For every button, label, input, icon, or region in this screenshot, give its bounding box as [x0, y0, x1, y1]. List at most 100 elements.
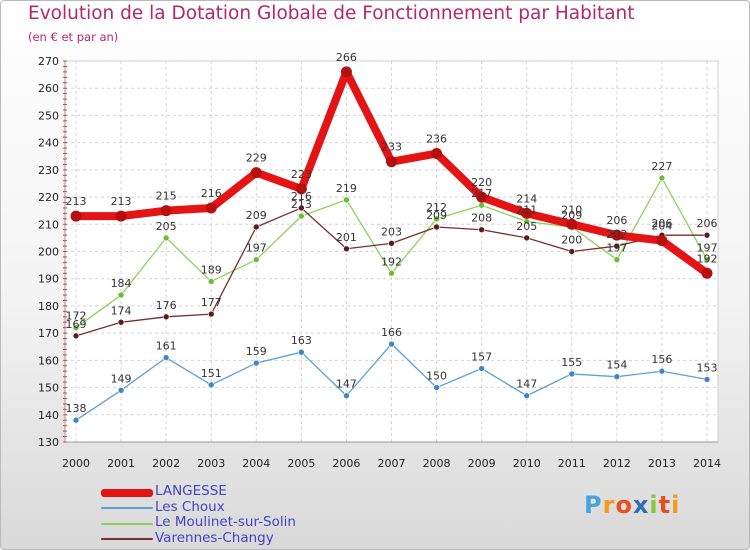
data-label-langesse: 215 — [156, 190, 177, 203]
x-tick-label: 2008 — [423, 457, 451, 470]
data-label-les-choux: 157 — [471, 351, 492, 364]
data-point-le-moulinet-sur-solin — [703, 256, 711, 263]
data-point-langesse — [431, 148, 443, 160]
y-tick-label: 140 — [38, 409, 59, 422]
data-point-les-choux — [162, 354, 170, 361]
x-tick-label: 2011 — [558, 457, 586, 470]
data-label-le-moulinet-sur-solin: 219 — [336, 182, 357, 195]
y-tick-label: 210 — [38, 218, 59, 231]
data-label-varennes-changy: 174 — [111, 304, 132, 317]
y-tick-label: 200 — [38, 246, 59, 259]
data-label-le-moulinet-sur-solin: 189 — [201, 263, 222, 276]
data-point-langesse — [656, 235, 668, 247]
x-tick-label: 2009 — [468, 457, 496, 470]
x-tick-label: 2012 — [603, 457, 631, 470]
data-label-les-choux: 138 — [66, 402, 87, 415]
data-point-les-choux — [343, 392, 350, 400]
data-point-langesse — [205, 202, 217, 214]
y-tick-label: 240 — [38, 137, 59, 150]
legend-label: Varennes-Changy — [155, 529, 274, 546]
legend-swatch — [101, 488, 153, 497]
x-tick-label: 2010 — [513, 457, 541, 470]
data-label-langesse: 213 — [66, 195, 87, 208]
data-point-les-choux — [568, 370, 576, 378]
data-point-les-choux — [252, 359, 260, 367]
data-point-langesse — [160, 205, 172, 217]
data-point-le-moulinet-sur-solin — [298, 212, 305, 220]
data-point-les-choux — [658, 367, 666, 375]
data-label-le-moulinet-sur-solin: 227 — [651, 160, 672, 173]
data-point-le-moulinet-sur-solin — [343, 196, 350, 204]
data-point-les-choux — [433, 384, 440, 391]
data-label-le-moulinet-sur-solin: 205 — [156, 220, 177, 233]
x-tick-label: 2013 — [648, 457, 676, 470]
data-label-les-choux: 156 — [651, 353, 672, 366]
data-point-varennes-changy — [703, 231, 711, 239]
data-label-le-moulinet-sur-solin: 212 — [426, 201, 447, 214]
data-point-les-choux — [207, 381, 215, 389]
data-point-langesse — [295, 183, 307, 195]
data-point-varennes-changy — [252, 223, 260, 231]
data-label-varennes-changy: 209 — [426, 209, 447, 222]
data-label-varennes-changy: 201 — [336, 231, 357, 244]
legend-label: LANGESSE — [155, 483, 227, 499]
data-label-les-choux: 151 — [201, 367, 222, 380]
x-tick-label: 2000 — [62, 457, 90, 470]
logo-letter: r — [602, 491, 616, 519]
legend-swatch — [101, 538, 153, 541]
data-point-le-moulinet-sur-solin — [388, 269, 395, 277]
data-point-le-moulinet-sur-solin — [117, 291, 125, 299]
data-point-le-moulinet-sur-solin — [72, 324, 80, 332]
y-tick-label: 180 — [38, 300, 59, 313]
x-tick-label: 2001 — [107, 457, 135, 470]
y-tick-label: 150 — [38, 382, 59, 395]
data-label-le-moulinet-sur-solin: 213 — [291, 198, 312, 211]
data-label-le-moulinet-sur-solin: 197 — [606, 242, 627, 255]
data-point-le-moulinet-sur-solin — [613, 256, 621, 263]
data-label-varennes-changy: 208 — [471, 212, 492, 225]
data-point-les-choux — [703, 376, 711, 383]
data-point-les-choux — [613, 373, 621, 380]
data-label-langesse: 266 — [336, 51, 357, 64]
data-label-les-choux: 150 — [426, 370, 447, 383]
data-label-le-moulinet-sur-solin: 197 — [697, 242, 718, 255]
data-point-les-choux — [388, 340, 395, 348]
y-tick-label: 250 — [38, 109, 59, 122]
data-point-langesse — [115, 210, 127, 222]
data-label-varennes-changy: 169 — [66, 318, 87, 331]
data-label-les-choux: 166 — [381, 326, 402, 339]
logo-letter: x — [632, 491, 650, 519]
data-point-langesse — [476, 191, 488, 203]
x-tick-label: 2006 — [332, 457, 360, 470]
data-point-varennes-changy — [523, 234, 531, 242]
data-label-langesse: 233 — [381, 141, 402, 154]
data-label-le-moulinet-sur-solin: 209 — [561, 209, 582, 222]
data-point-langesse — [70, 210, 82, 222]
data-point-varennes-changy — [298, 204, 305, 212]
logo-letter: t — [658, 491, 672, 519]
logo-letter: i — [649, 491, 659, 519]
legend-swatch — [101, 507, 153, 510]
data-point-varennes-changy — [117, 318, 125, 326]
data-point-langesse — [701, 267, 713, 279]
data-label-les-choux: 155 — [561, 356, 582, 369]
data-point-langesse — [250, 167, 262, 179]
data-point-varennes-changy — [433, 223, 440, 231]
data-label-les-choux: 161 — [156, 340, 177, 353]
x-tick-label: 2002 — [152, 457, 180, 470]
data-label-les-choux: 147 — [336, 378, 357, 391]
legend-label: Les Choux — [155, 498, 225, 515]
logo-letter: o — [615, 491, 633, 519]
legend-swatch — [101, 522, 153, 525]
data-label-varennes-changy: 206 — [697, 217, 718, 230]
data-point-le-moulinet-sur-solin — [658, 174, 666, 182]
y-tick-label: 170 — [38, 327, 59, 340]
data-label-langesse: 210 — [561, 203, 582, 216]
y-tick-label: 230 — [38, 164, 59, 177]
data-label-varennes-changy: 206 — [651, 217, 672, 230]
data-label-les-choux: 154 — [606, 359, 627, 372]
data-label-varennes-changy: 203 — [381, 225, 402, 238]
data-label-les-choux: 163 — [291, 334, 312, 347]
